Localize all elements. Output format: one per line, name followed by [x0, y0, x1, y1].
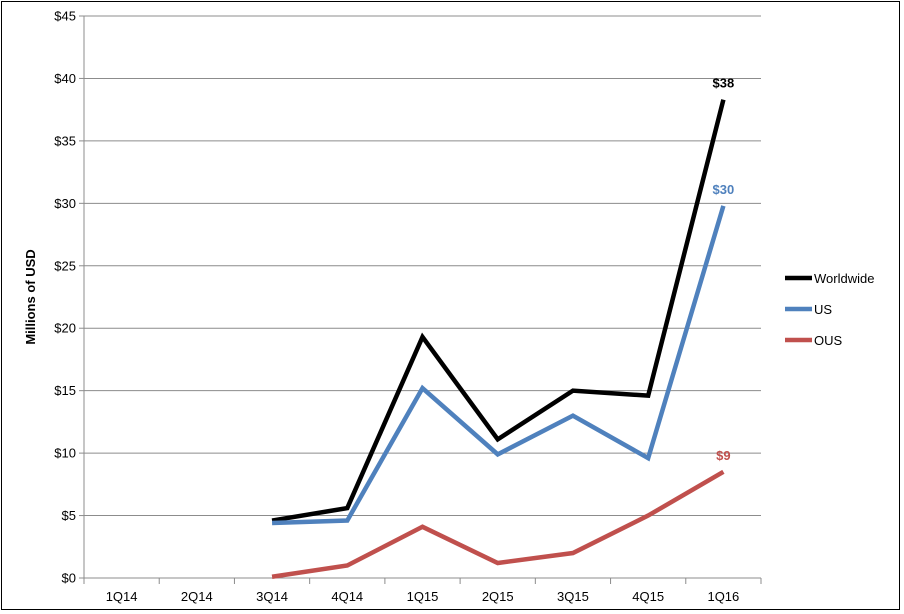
y-axis-label: Millions of USD: [23, 249, 38, 344]
y-tick-label: $0: [62, 571, 76, 586]
y-axis-ticks: $0 $5 $10 $15 $20 $25 $30 $35 $40 $45: [54, 9, 84, 586]
y-tick-label: $45: [54, 9, 76, 24]
data-labels: $38 $30 $9: [713, 76, 735, 463]
y-tick-label: $5: [62, 508, 76, 523]
x-tick-label: 3Q15: [557, 589, 589, 604]
x-tick-label: 4Q14: [331, 589, 363, 604]
y-tick-label: $30: [54, 196, 76, 211]
y-tick-label: $10: [54, 446, 76, 461]
x-tick-label: 1Q16: [707, 589, 739, 604]
y-tick-label: $20: [54, 321, 76, 336]
x-tick-label: 1Q15: [407, 589, 439, 604]
series-line-ous: [271, 469, 725, 579]
y-tick-label: $25: [54, 258, 76, 273]
x-axis-ticks: 1Q14 2Q14 3Q14 4Q14 1Q15 2Q15 3Q15 4Q15 1Q16: [83, 578, 762, 604]
series-line-worldwide: [271, 99, 726, 523]
series-line-us: [271, 205, 726, 526]
y-tick-label: $35: [54, 133, 76, 148]
x-tick-label: 3Q14: [256, 589, 288, 604]
data-label-us: $30: [713, 182, 735, 197]
axes: [83, 16, 761, 579]
grid-lines: [84, 15, 761, 517]
y-tick-label: $40: [54, 71, 76, 86]
y-tick-label: $15: [54, 383, 76, 398]
data-label-ous: $9: [716, 448, 730, 463]
x-tick-label: 2Q14: [181, 589, 213, 604]
x-tick-label: 2Q15: [482, 589, 514, 604]
x-tick-label: 4Q15: [632, 589, 664, 604]
series-lines: [271, 99, 726, 579]
legend-label: OUS: [814, 333, 843, 348]
data-label-worldwide: $38: [713, 76, 735, 91]
legend-label: US: [814, 302, 832, 317]
x-tick-label: 1Q14: [106, 589, 138, 604]
legend-label: Worldwide: [814, 271, 874, 286]
legend: Worldwide US OUS: [785, 271, 874, 348]
